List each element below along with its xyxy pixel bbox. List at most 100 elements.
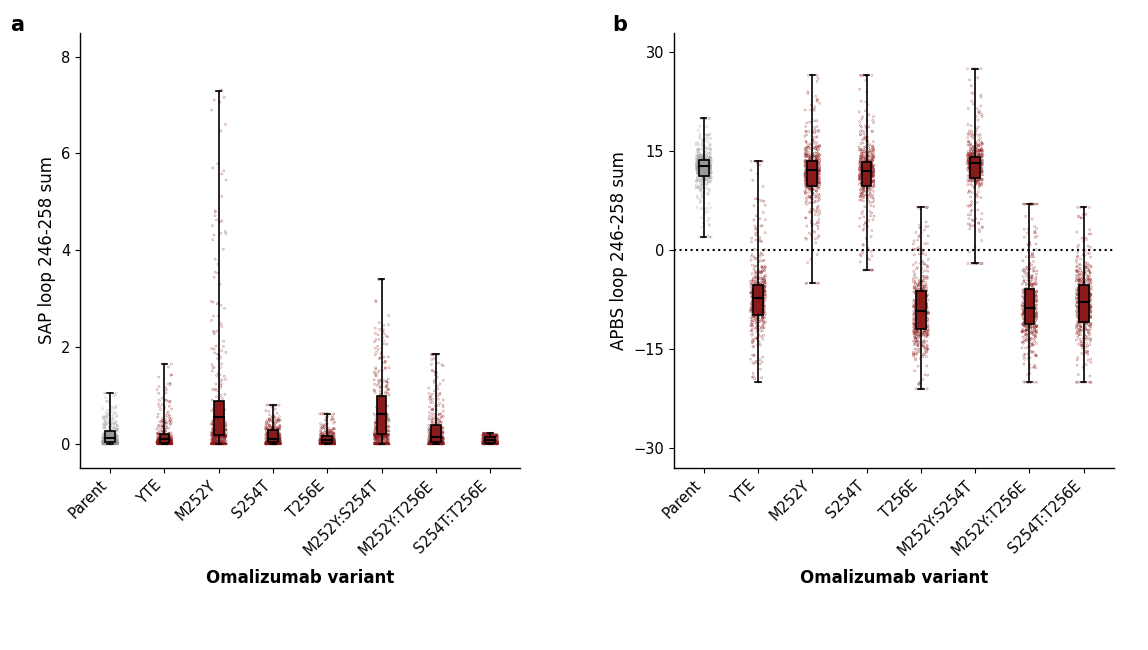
Point [425, 432, 443, 442]
Point [104, 423, 123, 434]
Point [751, 232, 769, 242]
Point [315, 409, 333, 419]
Point [800, 183, 819, 194]
Point [693, 142, 712, 152]
Point [203, 162, 222, 173]
Point [202, 437, 220, 448]
Point [434, 406, 452, 417]
Point [270, 434, 288, 445]
Point [106, 437, 124, 447]
Point [969, 218, 987, 228]
Point [484, 438, 503, 448]
Point [318, 437, 336, 448]
Point [852, 177, 870, 188]
Point [211, 228, 230, 239]
Point [98, 438, 116, 448]
Point [212, 420, 231, 430]
Point [271, 420, 289, 430]
Point [1023, 305, 1041, 315]
Point [746, 312, 765, 322]
Point [270, 415, 288, 426]
Point [215, 439, 233, 449]
Point [797, 163, 815, 174]
Point [258, 439, 277, 449]
Point [972, 167, 991, 177]
Point [863, 172, 882, 182]
Point [371, 413, 389, 424]
Point [366, 350, 385, 360]
Point [263, 439, 281, 449]
Point [1019, 304, 1038, 314]
Point [1027, 296, 1046, 307]
Point [961, 247, 979, 257]
Point [102, 439, 121, 449]
Point [210, 439, 228, 449]
Point [863, 163, 882, 174]
Point [261, 437, 279, 448]
Point [1018, 294, 1037, 304]
Point [426, 436, 444, 447]
Point [217, 430, 235, 441]
Point [107, 430, 125, 441]
Point [203, 439, 222, 449]
Point [160, 437, 178, 448]
Point [854, 175, 872, 185]
Point [971, 159, 990, 170]
Point [1075, 333, 1093, 344]
Point [807, 160, 825, 170]
Point [258, 428, 277, 439]
Point [320, 439, 339, 449]
Point [861, 168, 879, 179]
Point [203, 439, 222, 449]
Point [316, 436, 334, 447]
Point [378, 433, 396, 443]
Point [1071, 311, 1089, 321]
Point [910, 305, 929, 315]
Point [259, 439, 278, 449]
Point [434, 426, 452, 437]
Point [918, 272, 937, 282]
Point [1081, 311, 1100, 321]
Point [695, 182, 713, 192]
Point [204, 428, 223, 438]
Point [852, 96, 870, 107]
Point [1075, 313, 1093, 323]
Point [214, 401, 232, 411]
Point [426, 367, 444, 377]
Point [212, 432, 231, 442]
Point [914, 302, 932, 312]
Point [367, 422, 386, 432]
Point [695, 164, 713, 174]
Point [1027, 300, 1046, 310]
Point [422, 434, 441, 444]
Point [698, 179, 716, 190]
Point [1027, 351, 1046, 361]
Point [1024, 199, 1042, 209]
Point [316, 437, 334, 447]
Point [320, 438, 339, 448]
Point [267, 424, 286, 434]
Point [751, 280, 769, 290]
Point [475, 436, 494, 447]
Point [912, 354, 930, 364]
Point [1025, 294, 1044, 304]
Point [1018, 297, 1037, 307]
Point [258, 429, 277, 439]
Point [100, 396, 118, 407]
Point [910, 331, 929, 341]
Point [422, 439, 441, 449]
Point [863, 126, 882, 136]
Point [962, 162, 980, 172]
Point [915, 304, 933, 315]
Point [1068, 276, 1086, 286]
Point [797, 168, 815, 179]
Point [324, 434, 342, 444]
Point [480, 439, 498, 449]
Point [257, 429, 276, 439]
Point [324, 439, 342, 449]
Point [313, 436, 332, 446]
Point [265, 439, 284, 449]
Point [476, 432, 495, 442]
Point [970, 179, 988, 190]
Point [910, 287, 929, 298]
